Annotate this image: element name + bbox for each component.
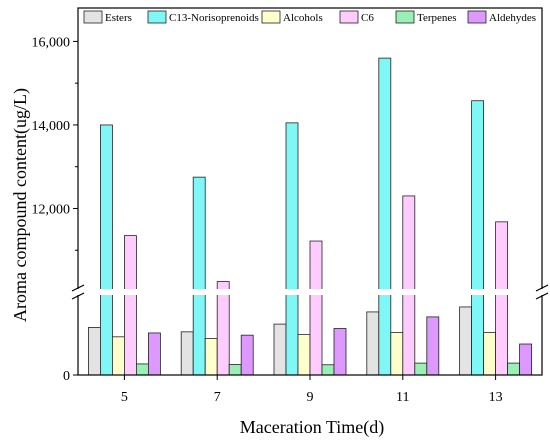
- plot-area: 0 12,000 14,000 16,000 5 7 9 11 13 Esters C13-Nori…: [32, 7, 549, 405]
- bar-c13-norisoprenoids-9: [285, 122, 299, 376]
- bar-esters-9: [273, 323, 287, 376]
- legend-label-aldehydes: Aldehydes: [489, 12, 536, 24]
- bar-c6-11: [402, 195, 416, 376]
- bar-aldehydes-7: [240, 334, 254, 376]
- bar-aldehydes-5: [147, 332, 161, 376]
- axis-break-mark-right-lower: [535, 292, 549, 300]
- bar-c13-norisoprenoids-5: [100, 124, 113, 376]
- legend-swatch-c13-norisoprenoids: [147, 10, 167, 24]
- y-axis-label: Aroma compound content(ug/L): [10, 88, 31, 322]
- axis-break-mark-left-upper: [71, 284, 85, 292]
- bar-aldehydes-11: [426, 316, 440, 376]
- legend-swatch-aldehydes: [467, 10, 487, 24]
- x-tick-label-5: 5: [121, 390, 128, 405]
- y-tick-label-2: 14,000: [32, 119, 71, 134]
- legend-swatch-esters: [83, 10, 103, 24]
- legend-label-c13-norisoprenoids: C13-Norisoprenoids: [169, 12, 259, 24]
- legend-label-terpenes: Terpenes: [417, 12, 457, 24]
- legend-swatch-terpenes: [395, 10, 415, 24]
- legend-swatch-alcohols: [261, 10, 281, 24]
- y-tick-label-0: 0: [63, 369, 70, 384]
- axis-break-mark-right-upper: [535, 284, 549, 292]
- x-tick-label-13: 13: [489, 390, 503, 405]
- bar-aldehydes-13: [519, 343, 532, 376]
- x-tick-label-11: 11: [396, 390, 409, 405]
- bar-c6-13: [495, 221, 509, 376]
- x-axis-label: Maceration Time(d): [240, 417, 384, 438]
- bar-c6-9: [309, 240, 323, 376]
- bar-aldehydes-9: [333, 328, 347, 376]
- bar-esters-5: [88, 327, 101, 376]
- bar-alcohols-11: [390, 331, 404, 376]
- legend-label-alcohols: Alcohols: [283, 12, 323, 24]
- legend-label-esters: Esters: [105, 12, 132, 24]
- x-tick-label-9: 9: [307, 390, 314, 405]
- x-tick-label-7: 7: [214, 390, 221, 405]
- bar-terpenes-7: [228, 364, 242, 376]
- bar-terpenes-11: [414, 362, 428, 376]
- bar-terpenes-9: [321, 364, 335, 376]
- legend-swatch-c6: [339, 10, 359, 24]
- y-tick-label-3: 16,000: [32, 35, 71, 50]
- bar-c13-norisoprenoids-11: [378, 57, 392, 376]
- bar-esters-13: [459, 306, 473, 376]
- bar-terpenes-5: [135, 363, 149, 376]
- bar-esters-11: [366, 311, 380, 376]
- y-tick-label-1: 12,000: [32, 202, 71, 217]
- bar-c13-norisoprenoids-7: [192, 176, 206, 376]
- bar-alcohols-13: [483, 331, 497, 376]
- bar-c6-7: [216, 281, 230, 376]
- bar-alcohols-5: [112, 336, 125, 376]
- bar-alcohols-7: [204, 338, 218, 376]
- axis-break-mark-left-lower: [71, 292, 85, 300]
- bar-c6-5: [124, 235, 137, 376]
- bar-c13-norisoprenoids-13: [471, 100, 485, 376]
- bar-alcohols-9: [297, 334, 311, 376]
- bar-esters-7: [180, 331, 194, 376]
- bar-terpenes-13: [507, 362, 521, 376]
- legend-label-c6: C6: [361, 12, 374, 24]
- axis-break-gap: [72, 289, 548, 295]
